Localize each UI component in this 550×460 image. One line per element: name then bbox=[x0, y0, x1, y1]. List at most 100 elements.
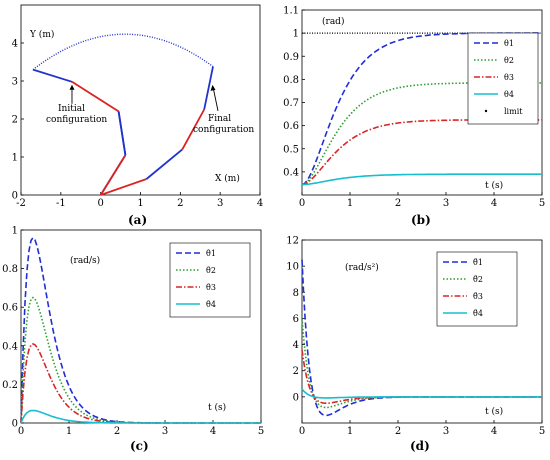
panel-b-xtick-label: 4 bbox=[491, 198, 497, 209]
panel-a-xlabel: X (m) bbox=[215, 173, 240, 184]
final-arrow bbox=[212, 86, 219, 111]
panel-d-unit: (rad/s²) bbox=[345, 262, 379, 273]
panel-d-xtick-label: 3 bbox=[443, 426, 449, 437]
panel-a-ytick-label: 0 bbox=[12, 191, 18, 202]
legend-limit-marker bbox=[484, 109, 488, 113]
panel-b-ytick-label: 0.7 bbox=[283, 98, 299, 109]
initial-red-base bbox=[99, 154, 127, 196]
panel-a-xtick-label: 4 bbox=[257, 198, 263, 209]
panel-d-ytick-label: 10 bbox=[286, 262, 299, 273]
panel-a-ytick-label: 4 bbox=[12, 39, 18, 50]
panel-c-xlabel: t (s) bbox=[208, 402, 226, 413]
end-effector-path bbox=[32, 33, 214, 71]
legend-label: θ1 bbox=[504, 39, 514, 48]
panel-d-xtick-label: 0 bbox=[299, 426, 305, 437]
panel-b-caption: (b) bbox=[411, 213, 431, 227]
panel-a-ytick-label: 2 bbox=[12, 115, 18, 126]
panel-b-ytick-label: 1.1 bbox=[283, 6, 299, 17]
theta-dot-4-line bbox=[20, 409, 261, 424]
legend-label: θ̈4 bbox=[473, 309, 483, 318]
legend-box bbox=[467, 32, 539, 125]
legend-label: θ̇2 bbox=[206, 266, 216, 275]
legend-label: θ2 bbox=[504, 56, 514, 65]
panel-b-ytick-label: 0.6 bbox=[283, 121, 299, 132]
panel-c-ticks: 0 1 2 3 4 5 0 0.2 0.4 0.6 0.8 1 bbox=[2, 226, 264, 438]
panel-d-xtick-label: 5 bbox=[539, 426, 545, 437]
theta-ddot-3-line bbox=[301, 349, 542, 405]
theta-ddot-4-line bbox=[301, 388, 542, 399]
panel-c-xtick-label: 4 bbox=[210, 426, 216, 437]
panel-a-configuration-plot: -2 -1 0 1 2 3 4 0 1 2 3 4 Y (m) X (m) Initial confi… bbox=[12, 4, 263, 227]
panel-a-ytick-label: 1 bbox=[12, 153, 18, 164]
panel-b-ytick-label: 0.8 bbox=[283, 75, 299, 86]
panel-b-ytick-label: 0.4 bbox=[283, 167, 299, 178]
panel-d-xtick-label: 4 bbox=[491, 426, 497, 437]
panel-d-ytick-label: 6 bbox=[293, 314, 299, 325]
panel-d-xlabel: t (s) bbox=[485, 406, 503, 417]
panel-d-xtick-label: 2 bbox=[395, 426, 401, 437]
initial-link-4 bbox=[32, 68, 73, 83]
theta-ddot-2-line bbox=[301, 318, 542, 409]
panel-c-ytick-label: 0.4 bbox=[2, 341, 18, 352]
final-link-3 bbox=[181, 109, 205, 150]
panel-b-ytick-label: 1 bbox=[293, 29, 299, 40]
panel-b-xtick-label: 5 bbox=[539, 198, 545, 209]
legend-label: θ4 bbox=[504, 90, 514, 99]
initial-arrowhead bbox=[69, 84, 75, 90]
final-link-4 bbox=[203, 66, 214, 110]
panel-b-xlabel: t (s) bbox=[485, 180, 503, 191]
panel-a-xtick-label: -1 bbox=[56, 198, 66, 209]
panel-c-unit: (rad/s) bbox=[70, 255, 100, 266]
legend-label: θ3 bbox=[504, 73, 514, 82]
panel-a-xtick-label: 2 bbox=[177, 198, 183, 209]
final-arrowhead bbox=[210, 84, 216, 91]
panel-a-xtick-label: -2 bbox=[16, 198, 26, 209]
panel-b-xtick-label: 1 bbox=[347, 198, 353, 209]
panel-c-lines bbox=[20, 236, 261, 424]
panel-a-xtick-label: 3 bbox=[217, 198, 223, 209]
panel-c-ytick-label: 1 bbox=[12, 226, 18, 237]
initial-annotation-line2: configuration bbox=[46, 115, 107, 125]
panel-d-ytick-label: 4 bbox=[293, 340, 299, 351]
panel-c-xtick-label: 0 bbox=[18, 426, 24, 437]
initial-link-3 bbox=[71, 81, 120, 113]
panel-c-legend: θ̇1 θ̇2 θ̇3 θ̇4 bbox=[169, 242, 251, 318]
panel-a-xtick-label: 0 bbox=[97, 198, 103, 209]
panel-c-xtick-label: 5 bbox=[258, 426, 264, 437]
panel-c-xtick-label: 3 bbox=[162, 426, 168, 437]
panel-d-ytick-label: 0 bbox=[293, 392, 299, 403]
theta-4-line bbox=[301, 173, 542, 186]
initial-blue-mid bbox=[117, 111, 127, 156]
legend-label: θ̈2 bbox=[473, 275, 483, 284]
legend-label: θ̇4 bbox=[206, 300, 216, 309]
final-link-2 bbox=[145, 148, 183, 180]
panel-a-ylabel: Y (m) bbox=[29, 29, 54, 40]
panel-a-ytick-label: 3 bbox=[12, 77, 18, 88]
legend-label: θ̇1 bbox=[206, 249, 216, 258]
panel-c-ytick-label: 0.6 bbox=[2, 303, 18, 314]
panel-d-frame bbox=[301, 239, 543, 424]
final-link-1 bbox=[100, 178, 147, 196]
panel-a-frame bbox=[20, 4, 261, 196]
panel-b-joint-angles-plot: 0 1 2 3 4 5 0.4 0.5 0.6 0.7 0.8 0.9 1 1.1 (rad) t (s)… bbox=[283, 6, 545, 228]
panel-d-ytick-label: 12 bbox=[286, 236, 299, 247]
panel-b-ytick-label: 0.5 bbox=[283, 144, 299, 155]
panel-a-caption: (a) bbox=[128, 213, 147, 227]
legend-label: θ̈1 bbox=[473, 258, 483, 267]
panel-a-xtick-label: 1 bbox=[137, 198, 143, 209]
panel-b-ticks: 0 1 2 3 4 5 0.4 0.5 0.6 0.7 0.8 0.9 1 1.1 bbox=[283, 6, 545, 210]
panel-d-ytick-label: 8 bbox=[293, 288, 299, 299]
panel-b-xtick-label: 2 bbox=[395, 198, 401, 209]
panel-b-xtick-label: 0 bbox=[299, 198, 305, 209]
final-annotation-line2: configuration bbox=[193, 125, 254, 135]
panel-a-arm-lines bbox=[32, 33, 219, 196]
panel-d-lines bbox=[301, 259, 542, 417]
panel-d-caption: (d) bbox=[410, 439, 430, 453]
panel-b-xtick-label: 3 bbox=[443, 198, 449, 209]
panel-d-xtick-label: 1 bbox=[347, 426, 353, 437]
final-annotation-line1: Final bbox=[208, 114, 231, 124]
panel-c-ytick-label: 0 bbox=[12, 419, 18, 430]
